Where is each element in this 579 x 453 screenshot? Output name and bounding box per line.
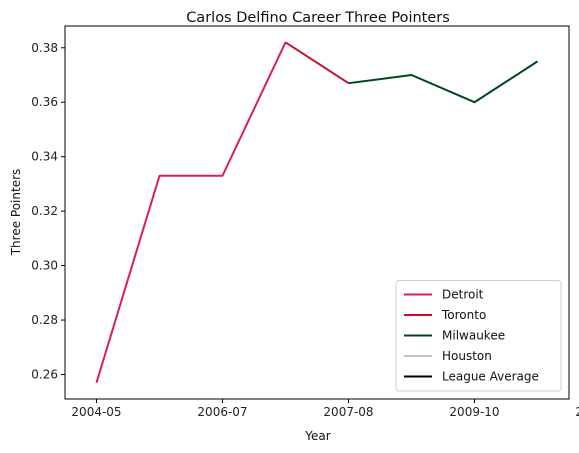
chart-title: Carlos Delfino Career Three Pointers <box>186 10 450 26</box>
x-tick-label: 2011-12 <box>575 405 579 419</box>
x-tick-label: 2004-05 <box>71 405 121 419</box>
y-tick-label: 0.30 <box>31 259 58 273</box>
y-tick-label: 0.28 <box>31 313 58 327</box>
y-tick-label: 0.26 <box>31 367 58 381</box>
y-axis: 0.26 0.28 0.30 0.32 0.34 0.36 0.38 <box>31 41 65 381</box>
series-layer <box>95 41 539 383</box>
y-tick-label: 0.34 <box>31 150 58 164</box>
legend-label: Milwaukee <box>442 329 505 343</box>
legend-label: Houston <box>442 349 492 363</box>
x-axis-label: Year <box>304 429 330 443</box>
series-line-milwaukee <box>348 60 539 104</box>
legend: Detroit Toronto Milwaukee Houston League Ave… <box>395 280 562 392</box>
y-axis-label: Three Pointers <box>9 169 23 257</box>
series-line-toronto <box>284 41 350 85</box>
y-tick-label: 0.38 <box>31 41 58 55</box>
x-tick-label: 2007-08 <box>323 405 373 419</box>
series-line-detroit <box>95 41 287 383</box>
x-tick-label: 2009-10 <box>449 405 499 419</box>
legend-label: Detroit <box>442 288 484 302</box>
x-axis: 2004-05 2006-07 2007-08 2009-10 2011-12 <box>71 399 579 419</box>
y-tick-label: 0.36 <box>31 95 58 109</box>
legend-box <box>395 280 562 392</box>
y-tick-label: 0.32 <box>31 204 58 218</box>
legend-label: League Average <box>442 370 539 384</box>
x-tick-label: 2006-07 <box>197 405 247 419</box>
legend-label: Toronto <box>441 308 486 322</box>
